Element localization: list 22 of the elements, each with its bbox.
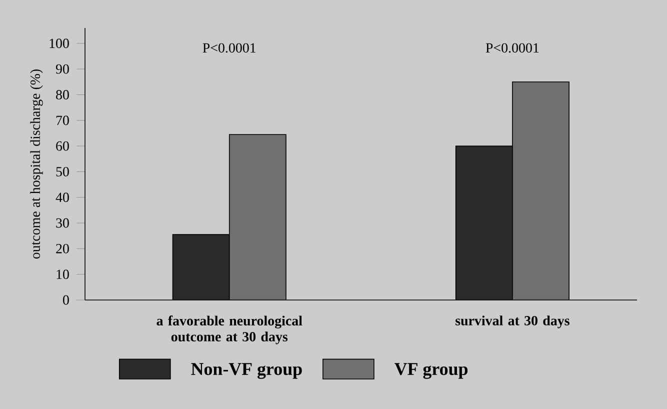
y-tick-label: 80: [56, 90, 69, 100]
bar: [229, 134, 286, 300]
legend-label: VF group: [394, 363, 468, 379]
annotation: P<0.0001: [486, 43, 539, 53]
y-tick-label: 0: [63, 295, 69, 305]
y-tick-label: 20: [56, 244, 69, 254]
bar: [172, 234, 230, 300]
y-tick-label: 100: [50, 38, 69, 48]
x-tick-label: a favorable neurological outcome at 30 days: [156, 316, 302, 344]
y-tick-label: 50: [56, 166, 69, 176]
y-tick-label: 10: [56, 270, 69, 280]
y-tick-label: 90: [56, 64, 69, 74]
bar: [512, 81, 570, 300]
y-axis-title: outcome at hospital discharge (%): [30, 69, 43, 259]
legend-label: Non-VF group: [191, 363, 302, 379]
y-tick-label: 70: [56, 116, 69, 126]
y-tick-label: 30: [56, 218, 69, 228]
y-tick-label: 40: [56, 192, 69, 202]
y-tick-label: 60: [56, 141, 69, 151]
annotation: P<0.0001: [202, 43, 256, 53]
bar: [455, 146, 513, 300]
x-tick-label: survival at 30 days: [456, 316, 570, 328]
